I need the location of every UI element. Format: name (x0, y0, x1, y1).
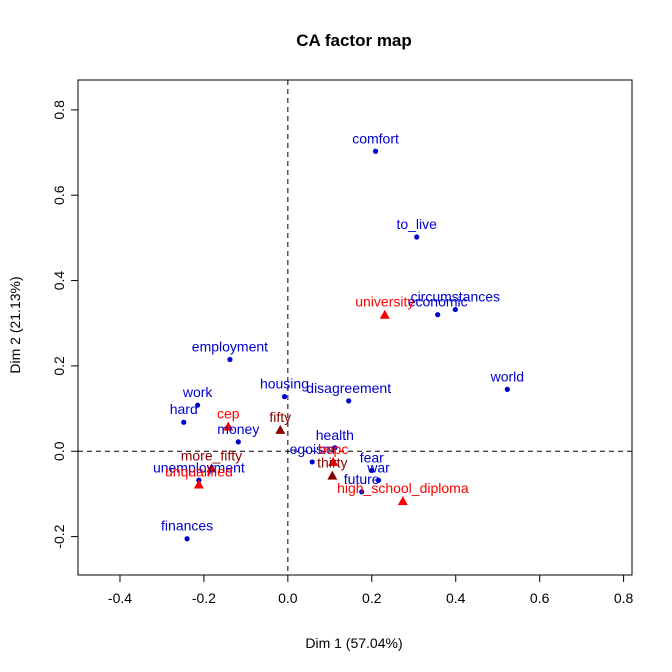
x-axis-label: Dim 1 (57.04%) (305, 635, 402, 651)
label-work: work (182, 384, 214, 400)
point-fear (369, 467, 375, 474)
chart-title: CA factor map (296, 31, 412, 50)
label-economic: economic (408, 294, 468, 310)
point-comfort (372, 148, 379, 154)
label-more_fifty: more_fifty (181, 447, 242, 463)
point-world (504, 386, 510, 392)
label-world: world (490, 368, 524, 384)
label-fear: fear (360, 449, 384, 465)
point-health (332, 445, 338, 451)
point-future (359, 489, 365, 495)
point-high_school_diploma (397, 496, 408, 506)
point-war (375, 477, 382, 483)
point-university (379, 309, 390, 319)
label-high_school_diploma: high_school_diploma (337, 480, 469, 496)
label-bepc: bepc (318, 441, 348, 457)
x-tick-label: 0.8 (614, 590, 634, 606)
point-bepc (328, 456, 339, 466)
point-disagreement (346, 398, 352, 404)
label-unqualified: unqualified (165, 464, 233, 480)
x-tick-label: -0.2 (192, 590, 216, 606)
x-tick-label: 0.0 (278, 590, 298, 606)
label-thirty: thirty (317, 455, 347, 471)
label-housing: housing (260, 376, 309, 392)
axes-layer: -0.4 -0.2 0.0 0.2 0.4 0.6 0.8 -0.2 0.0 0.2 0.4 0.6 0… (51, 79, 634, 606)
label-money: money (217, 421, 259, 437)
point-thirty (327, 470, 338, 480)
point-circumstances (452, 306, 458, 313)
point-egoism (309, 459, 315, 465)
label-employment: employment (192, 339, 268, 355)
data-points (181, 148, 510, 542)
reference-lines (78, 80, 632, 575)
label-unemployment: unemployment (153, 459, 245, 475)
x-tick-label: 0.6 (530, 590, 550, 606)
point-finances (184, 536, 190, 542)
x-tick-label: -0.4 (108, 590, 132, 606)
label-war: war (366, 459, 390, 475)
label-fifty: fifty (269, 409, 291, 425)
y-tick-label: -0.2 (51, 524, 67, 548)
point-employment (227, 356, 233, 363)
y-tick-label: 0.6 (51, 185, 67, 205)
label-health: health (316, 427, 354, 443)
x-tick-label: 0.2 (362, 590, 382, 606)
point-economic (435, 312, 441, 318)
point-work (195, 402, 201, 408)
point-unqualified (193, 479, 204, 489)
label-hard: hard (170, 401, 198, 417)
plot-frame (77, 79, 633, 576)
point-housing (281, 394, 288, 400)
label-cep: cep (217, 406, 240, 422)
point-cep (223, 421, 234, 431)
y-tick-label: 0.0 (51, 441, 67, 461)
label-circumstances: circumstances (411, 289, 500, 305)
label-future: future (344, 471, 380, 487)
point-to_live (414, 234, 420, 240)
x-tick-label: 0.4 (446, 590, 466, 606)
label-to_live: to_live (396, 216, 437, 232)
label-university: university (355, 294, 414, 310)
point-hard (181, 419, 187, 425)
label-disagreement: disagreement (306, 380, 391, 396)
y-tick-label: 0.8 (51, 100, 67, 120)
y-axis-label: Dim 2 (21.13%) (7, 276, 23, 373)
label-egoism: egoism (290, 441, 335, 457)
y-tick-label: 0.2 (51, 356, 67, 376)
point-more_fifty (206, 463, 217, 473)
point-fifty (275, 424, 286, 434)
label-finances: finances (161, 518, 213, 534)
point-money (235, 439, 241, 445)
y-tick-label: 0.4 (51, 271, 67, 291)
label-comfort: comfort (352, 130, 399, 146)
